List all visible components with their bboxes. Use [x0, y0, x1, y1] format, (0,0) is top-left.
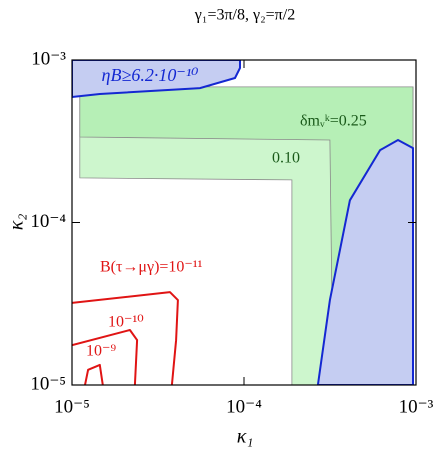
- contour-line: [84, 363, 104, 385]
- x-tick-label: 10⁻⁵: [54, 396, 90, 417]
- region: [72, 60, 241, 99]
- x-axis-label: κ₁: [237, 426, 254, 448]
- x-tick-label: 10⁻³: [399, 396, 434, 417]
- region-label: ηB≥6.2·10⁻¹⁰: [102, 65, 199, 85]
- plot-area: [72, 60, 414, 385]
- y-tick-label: 10⁻⁴: [30, 211, 66, 232]
- contour-label: B(τ→μγ)=10⁻¹¹: [100, 259, 203, 276]
- region-label: 0.10: [272, 150, 300, 167]
- region-label: δmᵥᵏ=0.25: [300, 113, 367, 130]
- contour-line: [72, 329, 139, 385]
- y-tick-label: 10⁻³: [31, 48, 66, 69]
- contour-label: 10⁻⁹: [86, 343, 116, 360]
- contour-label: 10⁻¹⁰: [108, 314, 144, 331]
- contour-line: [72, 291, 179, 385]
- y-axis-label: κ₂: [6, 214, 28, 231]
- x-tick-label: 10⁻⁴: [226, 396, 262, 417]
- region: [316, 138, 414, 385]
- chart-title: γ₁=3π/8, γ₂=π/2: [194, 7, 295, 24]
- y-tick-label: 10⁻⁵: [30, 373, 66, 394]
